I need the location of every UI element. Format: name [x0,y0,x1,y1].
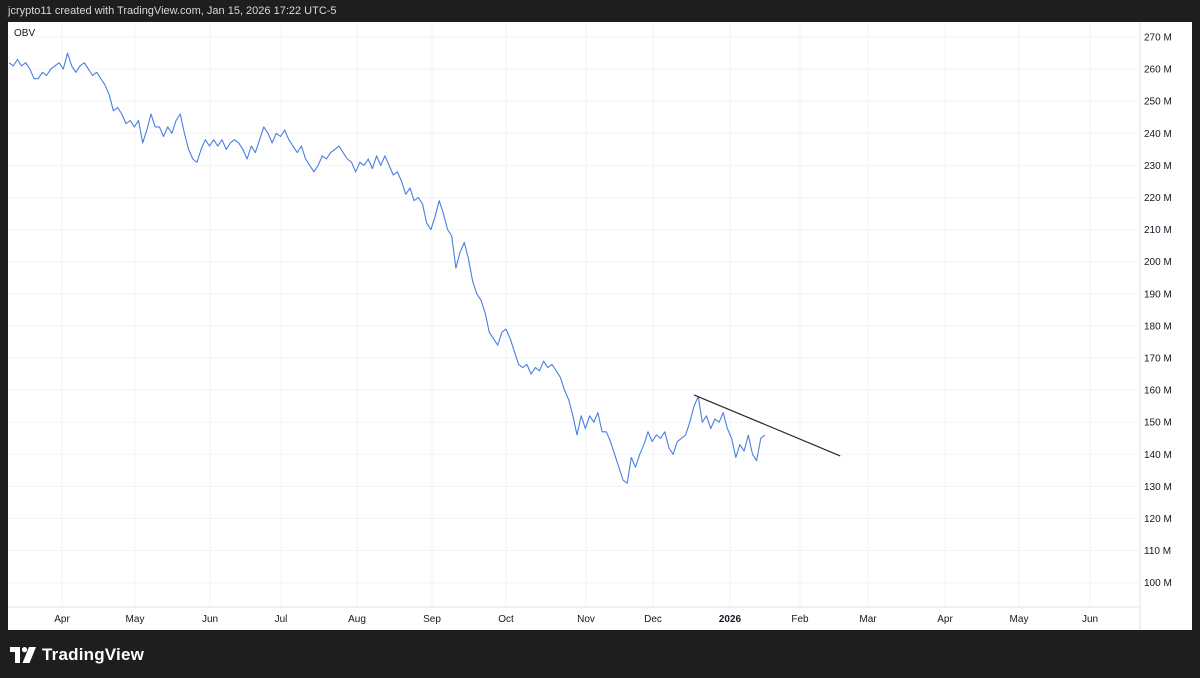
tradingview-logo[interactable]: TradingView [10,644,144,666]
x-tick-label: Nov [577,614,595,625]
attribution-bar: jcrypto11 created with TradingView.com, … [0,0,1200,22]
y-tick-label: 230 M [1144,161,1172,172]
x-tick-label: Oct [498,614,514,625]
grid [8,22,1139,606]
y-tick-label: 140 M [1144,450,1172,461]
y-tick-label: 160 M [1144,386,1172,397]
y-tick-label: 250 M [1144,97,1172,108]
x-axis[interactable]: Apr May Jun Jul Aug Sep Oct Nov Dec 2026 Feb Mar Apr… [8,606,1140,625]
attribution-text: jcrypto11 created with TradingView.com, … [8,5,337,17]
x-tick-label: Apr [937,614,953,625]
indicator-label[interactable]: OBV [14,28,35,39]
trendline[interactable] [693,394,841,457]
x-tick-label: Dec [644,614,662,625]
x-tick-label: Jun [202,614,218,625]
annotations[interactable] [693,394,841,457]
x-tick-label: Mar [859,614,877,625]
x-tick-label: Jul [275,614,288,625]
tradingview-logo-text: TradingView [42,645,145,664]
x-tick-label: Aug [348,614,366,625]
series [8,52,766,484]
x-tick-label: Sep [423,614,441,625]
y-tick-label: 240 M [1144,129,1172,140]
y-tick-label: 190 M [1144,289,1172,300]
x-tick-label: Jun [1082,614,1098,625]
x-tick-label: 2026 [719,614,742,625]
tradingview-logo-icon [10,647,36,663]
y-tick-label: 110 M [1144,546,1171,557]
y-tick-label: 220 M [1144,193,1172,204]
x-tick-label: Apr [54,614,70,625]
y-axis[interactable]: 270 M 260 M 250 M 240 M 230 M 220 M 210 M 200 M… [1139,22,1172,630]
y-tick-label: 180 M [1144,321,1172,332]
y-tick-label: 170 M [1144,354,1172,365]
footer-bar: TradingView [0,630,1200,678]
x-tick-label: May [126,614,145,625]
y-tick-label: 150 M [1144,418,1172,429]
y-tick-label: 270 M [1144,33,1172,44]
obv-series-line [8,52,766,484]
x-tick-label: Feb [791,614,809,625]
y-tick-label: 120 M [1144,514,1172,525]
y-tick-label: 100 M [1144,578,1172,589]
y-tick-label: 210 M [1144,225,1172,236]
y-tick-label: 260 M [1144,65,1172,76]
y-tick-label: 130 M [1144,482,1172,493]
y-tick-label: 200 M [1144,257,1172,268]
x-tick-label: May [1010,614,1029,625]
